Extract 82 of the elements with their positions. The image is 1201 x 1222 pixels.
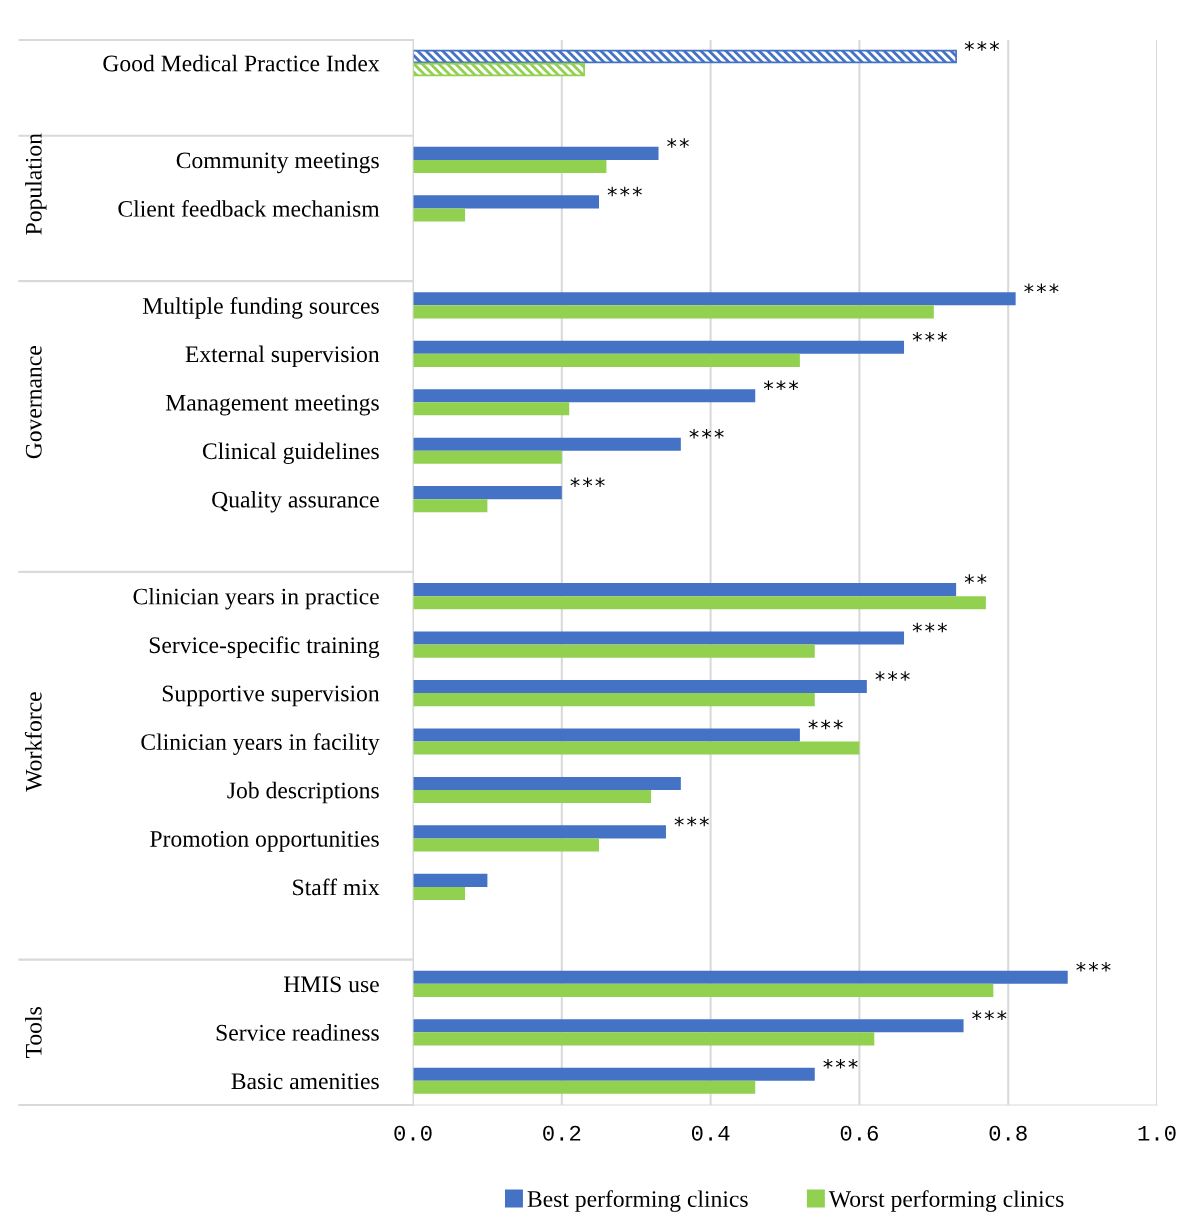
bar	[413, 389, 756, 403]
y-tick-label: Service-specific training	[149, 636, 380, 658]
annotation: ***	[823, 1059, 858, 1069]
bar	[413, 1032, 875, 1046]
bar	[413, 983, 994, 997]
y-tick-label: Clinician years in practice	[133, 587, 379, 610]
y-tick-label: Promotion opportunities	[150, 831, 379, 852]
y-tick-label: Job descriptions	[227, 781, 379, 804]
annotation: ***	[912, 622, 947, 633]
y-tick-label: Service readiness	[216, 1024, 379, 1041]
bar	[413, 1019, 964, 1033]
annotation: **	[964, 574, 987, 584]
y-tick-label: Staff mix	[293, 878, 380, 896]
bar	[413, 353, 800, 367]
bar	[413, 789, 652, 804]
y-tick-label: Supportive supervision	[162, 685, 380, 707]
bar	[413, 838, 599, 852]
y-tick-label: Clinician years in facility	[141, 733, 380, 755]
bar	[413, 728, 800, 742]
text: Population	[25, 133, 47, 235]
bar	[413, 402, 570, 416]
legend-label: Worst performing clinics	[828, 1190, 1064, 1212]
bar	[413, 305, 934, 319]
x-tick-label: 1.0	[1138, 1125, 1176, 1141]
bar	[413, 873, 488, 887]
bar	[413, 631, 905, 645]
y-tick-label: Management meetings	[165, 394, 379, 416]
annotation: ***	[1076, 962, 1111, 972]
annotation: ***	[808, 719, 843, 730]
bar	[413, 340, 905, 354]
text: Governance	[25, 346, 42, 459]
bar	[413, 693, 815, 707]
annotation: ***	[1024, 283, 1059, 294]
y-tick-label: Multiple funding sources	[142, 297, 379, 319]
annotation: ***	[972, 1010, 1007, 1021]
bar	[413, 437, 681, 451]
annotation: ***	[607, 186, 642, 197]
y-tick-label: External supervision	[185, 345, 380, 368]
text: Workforce	[24, 692, 42, 792]
y-tick-label: HMIS use	[283, 976, 379, 993]
y-tick-label: Client feedback mechanism	[118, 199, 380, 217]
legend-label: Best performing clinics	[527, 1190, 748, 1212]
bar	[413, 886, 466, 900]
bar	[413, 644, 815, 658]
bar	[413, 499, 488, 513]
bar	[413, 1080, 756, 1094]
bar	[413, 159, 607, 174]
x-tick-label: 0.0	[394, 1125, 432, 1141]
bar	[413, 450, 562, 464]
x-tick-label: 0.2	[543, 1125, 581, 1141]
annotation: ***	[570, 477, 605, 487]
annotation: ***	[964, 41, 999, 51]
bar	[413, 596, 986, 610]
annotation: ***	[674, 816, 709, 827]
bar	[413, 292, 1016, 306]
bar	[413, 49, 957, 64]
x-tick-label: 0.4	[691, 1125, 730, 1141]
bar	[413, 776, 681, 790]
x-tick-label: 0.8	[989, 1125, 1027, 1141]
annotation: ***	[912, 332, 947, 342]
y-tick-label: Basic amenities	[231, 1073, 379, 1090]
bar	[413, 195, 599, 209]
annotation: ***	[763, 380, 799, 391]
x-tick-label: 0.6	[840, 1125, 878, 1141]
annotation: ***	[689, 428, 724, 439]
bar	[413, 146, 659, 160]
y-tick-label: Good Medical Practice Index	[103, 54, 380, 72]
annotation: **	[667, 138, 689, 148]
bar	[413, 1067, 815, 1081]
y-tick-label: Clinical guidelines	[202, 442, 379, 465]
text: Tools	[25, 1007, 42, 1058]
bar	[413, 486, 562, 500]
y-tick-label: Quality assurance	[212, 491, 379, 513]
bar	[413, 679, 867, 694]
bar	[413, 583, 957, 597]
bar	[413, 741, 860, 755]
bar	[413, 825, 666, 839]
y-tick-label: Community meetings	[176, 152, 379, 174]
bar	[413, 208, 466, 222]
bar	[413, 62, 585, 77]
annotation: ***	[875, 671, 910, 681]
bar	[413, 970, 1068, 984]
